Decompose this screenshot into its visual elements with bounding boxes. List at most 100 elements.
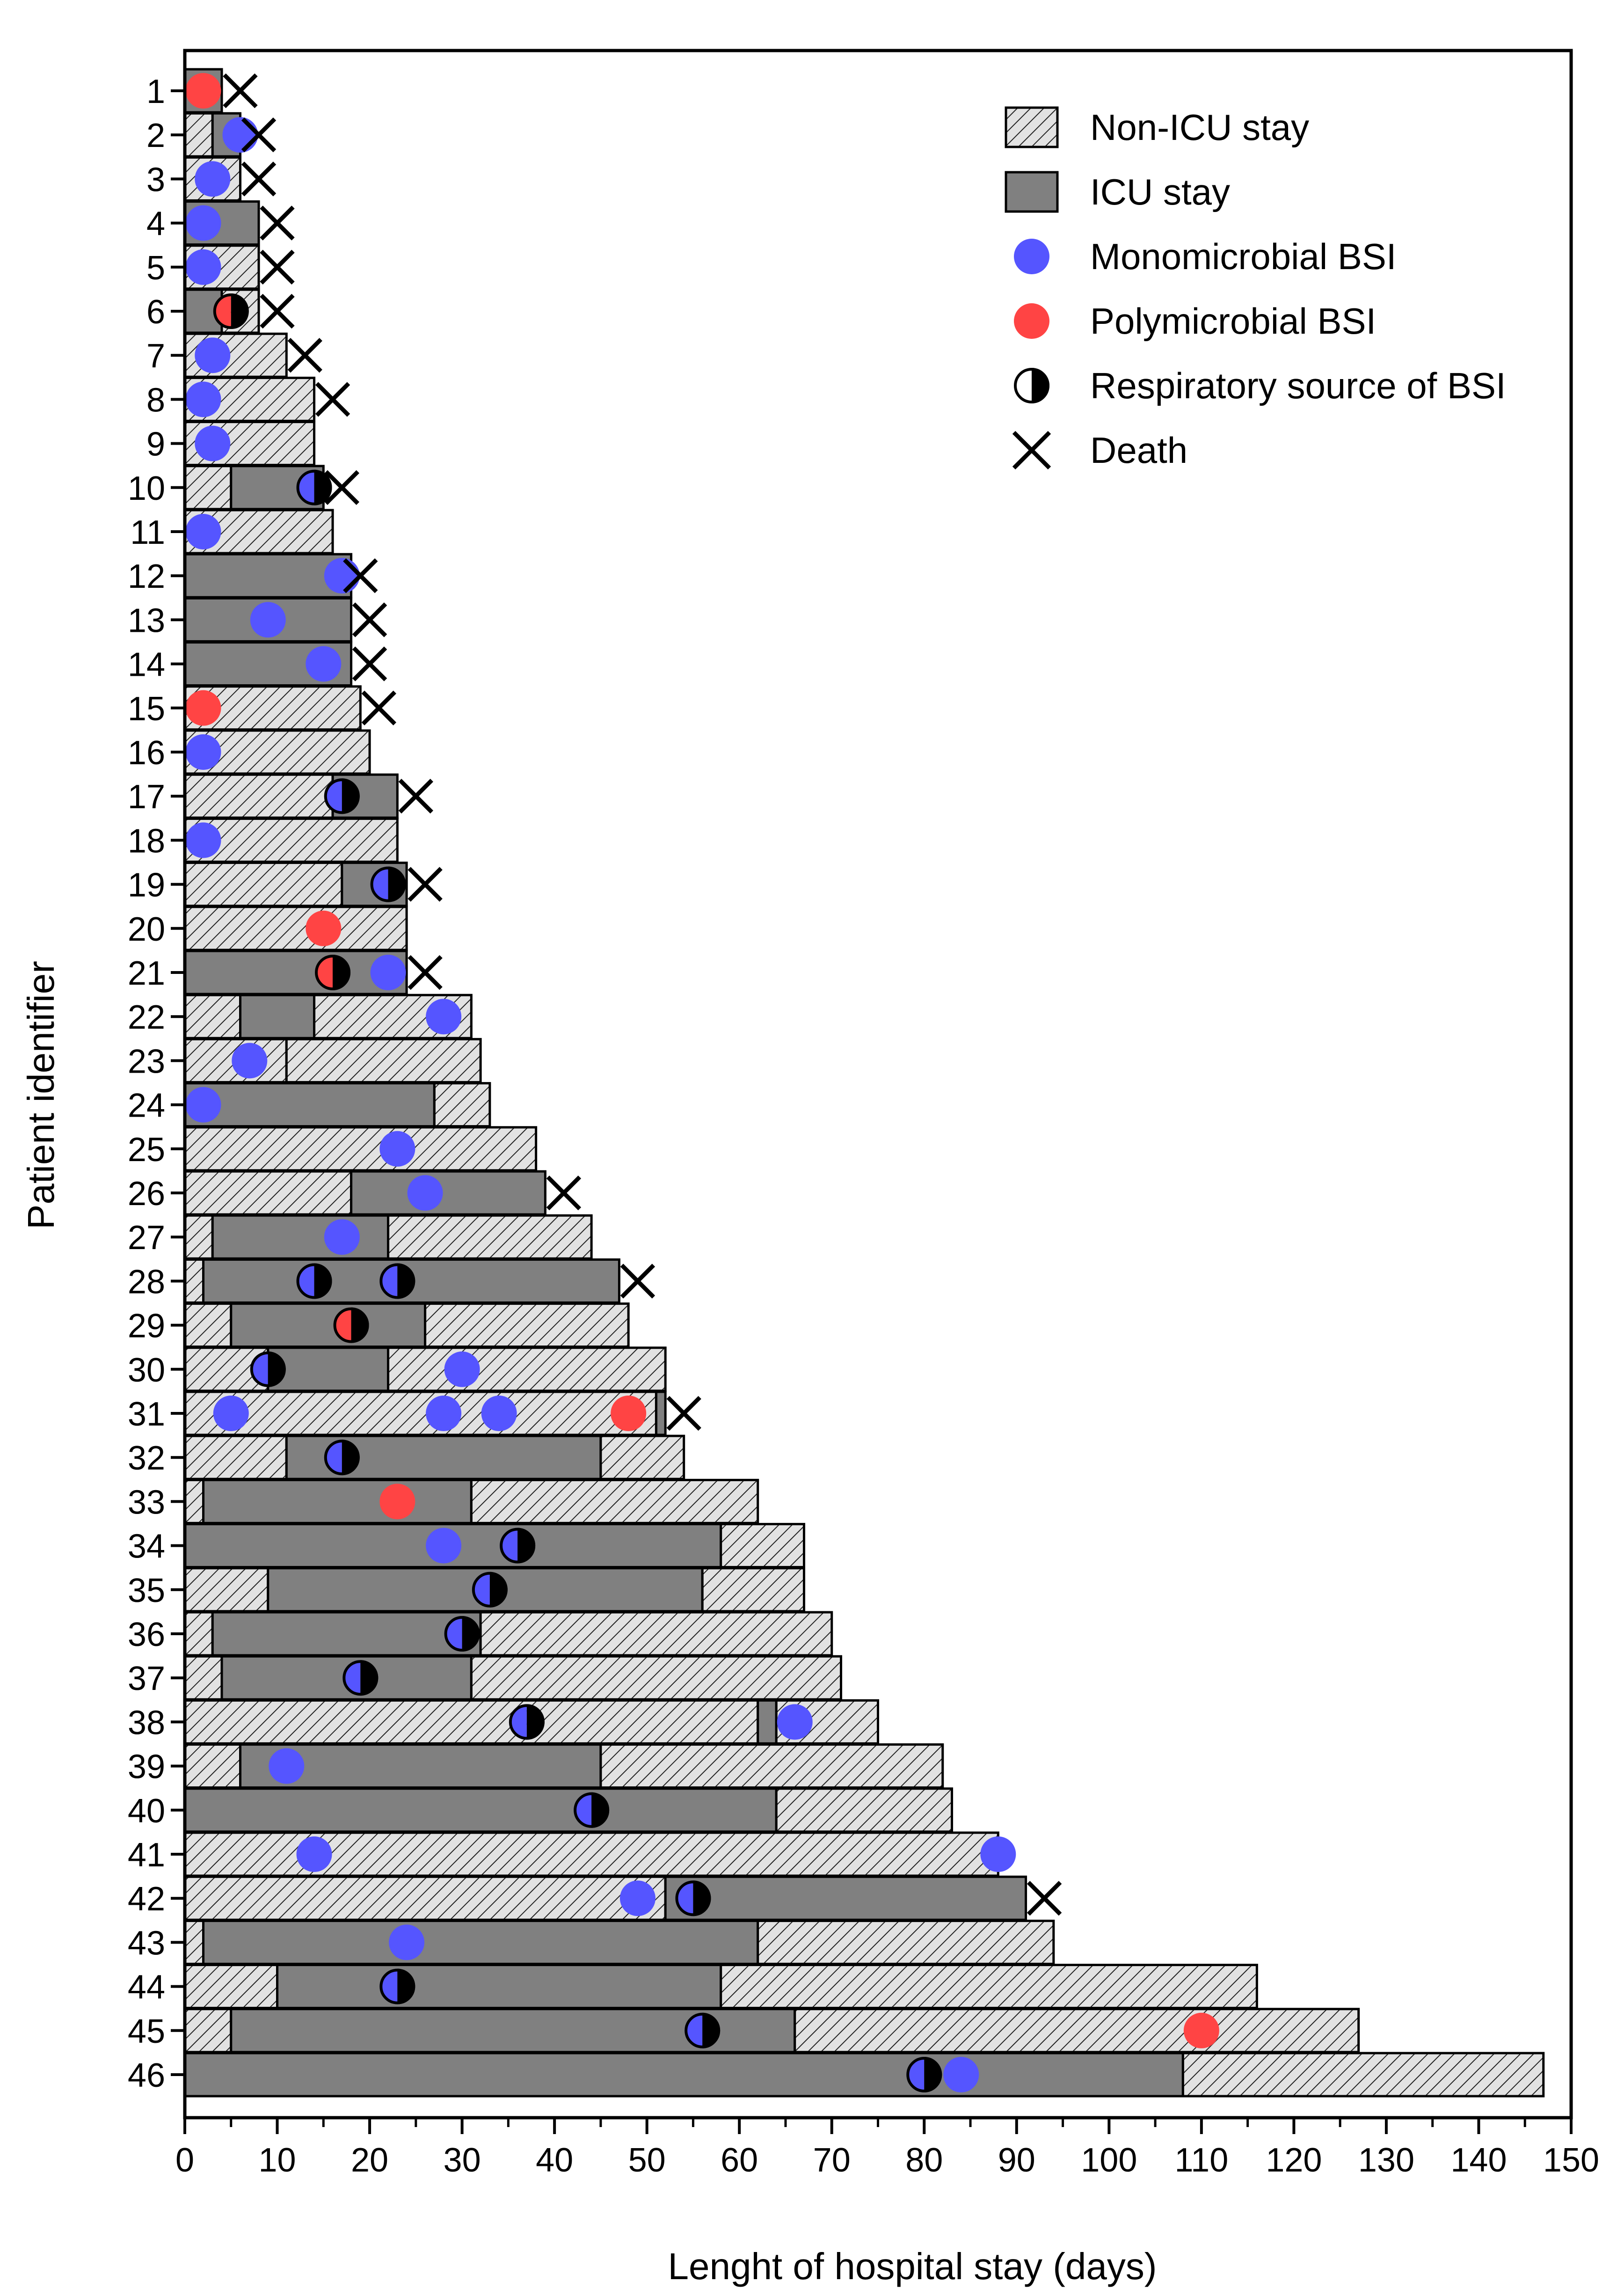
patient-events-25 [379,1131,415,1167]
x-tick-label-70: 70 [813,2142,851,2179]
bsi-point-31-2 [481,1396,517,1431]
cross-stroke-b [287,338,322,373]
dot-outline [324,778,360,814]
death-marker-28 [620,1264,656,1299]
y-tick-label-21: 21 [128,955,165,992]
death-marker-6 [260,293,295,329]
bsi-point-29-0 [333,1307,369,1343]
dot-fill [185,205,221,241]
bsi-point-12-0 [324,558,360,594]
y-tick-label-11: 11 [130,514,165,551]
bar-segment-non_icu-28-0 [183,1258,205,1304]
cross-stroke-b [1012,431,1051,470]
dot-outline [213,293,249,329]
bsi-point-20-0 [306,910,342,946]
legend-swatch-poly [1014,303,1049,339]
death-marker-10 [324,470,359,505]
y-tick-label-18: 18 [128,822,165,860]
patient-row-36 [183,1611,833,1657]
patient-row-46 [183,2052,1545,2098]
cross-stroke-b [1027,1881,1062,1916]
x-tick-label-80: 80 [905,2142,943,2179]
bar-segment-non_icu-38-0 [183,1699,759,1745]
cross-stroke-b [408,955,443,990]
y-tick-label-4: 4 [146,205,165,243]
patient-events-24 [185,1087,221,1123]
bar-segment-non_icu-39-2 [599,1743,944,1789]
bar-segment-non_icu-24-1 [433,1082,491,1128]
dot-fill [296,1836,332,1872]
death-marker-21 [408,955,443,990]
y-tick-label-5: 5 [146,249,165,287]
patient-row-19 [183,862,408,907]
dot-outline [509,1704,545,1740]
bar-segment-non_icu-35-0 [183,1567,270,1613]
x-tick-label-30: 30 [444,2142,481,2179]
bar-segment-non_icu-29-2 [424,1302,630,1348]
bar-segment-non_icu-44-0 [183,1964,279,2010]
y-tick-label-43: 43 [128,1924,165,1962]
dot-fill [195,161,231,197]
patient-events-3 [195,161,277,197]
y-tick-label-17: 17 [128,778,165,816]
y-tick-label-1: 1 [146,73,165,110]
legend-label-non_icu: Non-ICU stay [1090,107,1309,148]
patient-events-11 [185,514,221,549]
y-tick-label-30: 30 [128,1352,165,1389]
bar-segment-non_icu-32-2 [599,1434,685,1480]
bsi-point-28-1 [379,1263,415,1299]
bar-segment-non_icu-43-2 [757,1919,1055,1965]
dot-outline [444,1616,480,1652]
dot-fill [185,822,221,858]
dot-fill [250,602,286,638]
y-tick-label-13: 13 [128,602,165,639]
dot-fill [426,1396,462,1431]
dot-fill [185,1087,221,1123]
bar-segment-non_icu-46-1 [1181,2052,1545,2098]
patient-events-26 [407,1175,582,1211]
patient-events-39 [269,1748,305,1784]
bsi-point-46-1 [943,2057,979,2092]
dot-fill [379,1484,415,1520]
bar-segment-icu-40-0 [183,1787,778,1833]
bsi-point-40-0 [574,1792,610,1828]
bsi-point-31-0 [213,1396,249,1431]
bsi-point-34-1 [500,1528,536,1564]
patient-events-36 [444,1616,480,1652]
death-marker-3 [241,161,277,197]
patient-events-2 [222,117,277,153]
bsi-point-38-1 [777,1704,813,1740]
y-tick-label-39: 39 [128,1748,165,1786]
dot-fill [213,1396,249,1431]
dot-outline [472,1572,508,1608]
bsi-point-8-0 [185,381,221,417]
patient-row-30 [183,1346,667,1392]
bar-segment-non_icu-17-0 [183,773,334,819]
x-tick-label-150: 150 [1543,2142,1599,2179]
x-tick-label-60: 60 [721,2142,758,2179]
cross-stroke-b [260,249,295,285]
patient-events-19 [370,866,443,902]
bar-segment-non_icu-32-0 [183,1434,288,1480]
y-tick-label-29: 29 [128,1308,165,1345]
dot-outline [315,955,351,990]
bar-segment-non_icu-36-2 [479,1611,833,1657]
bar-segment-non_icu-23-1 [285,1038,482,1083]
bsi-point-22-0 [426,999,462,1035]
patient-row-21 [183,950,408,995]
patient-row-45 [183,2008,1360,2054]
dot-fill [426,999,462,1035]
death-marker-4 [260,205,295,241]
patient-events-35 [472,1572,508,1608]
y-tick-label-42: 42 [128,1880,165,1918]
patient-events-41 [296,1836,1016,1872]
patient-events-23 [232,1043,268,1079]
y-tick-label-37: 37 [128,1660,165,1697]
bar-segment-icu-26-1 [350,1170,546,1216]
bar-segment-non_icu-20-0 [183,906,408,951]
bar-segment-non_icu-27-0 [183,1214,214,1260]
dot-fill [306,646,342,682]
patient-events-21 [315,955,443,990]
patient-row-20 [183,906,408,951]
